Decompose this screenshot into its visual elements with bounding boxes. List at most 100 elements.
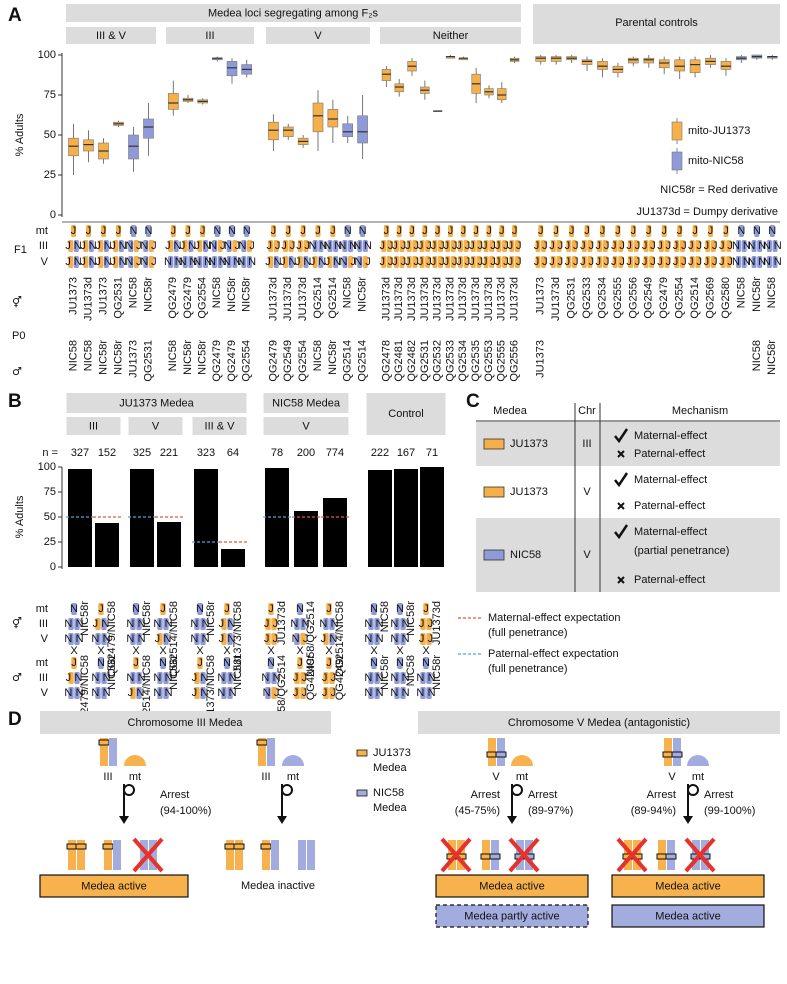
genotype-label: JJ (264, 633, 282, 645)
bar (221, 549, 245, 567)
table-row (476, 422, 780, 466)
cross-symbol: X (296, 645, 304, 657)
female-label: QG2555 (612, 277, 624, 319)
genotype-label: N (97, 657, 108, 669)
genotype-label: J (133, 657, 142, 669)
genotype-tile (227, 633, 233, 645)
genotype-tile (333, 240, 339, 252)
legend-label: Medea (373, 762, 408, 774)
genotype-tile (393, 256, 399, 268)
genotype-label: JJ (688, 256, 705, 268)
outcome-box (435, 904, 589, 928)
genotype-tile (448, 225, 453, 237)
genotype-tile (226, 256, 232, 268)
genotype-label: JJ (704, 256, 721, 268)
genotype-tile (232, 240, 238, 252)
title-bar (40, 711, 331, 734)
genotype-tile (618, 240, 624, 252)
genotype-tile (695, 256, 701, 268)
genotype-label: JN (65, 256, 84, 268)
genotype-tile (399, 256, 405, 268)
group-label: V (314, 30, 322, 42)
row-label: F1 (14, 244, 27, 256)
genotype-tile (412, 240, 418, 252)
genotype-label: JN (93, 618, 113, 630)
genotype-tile (157, 672, 163, 684)
group-label: Control (388, 408, 423, 420)
genotype-tile (406, 240, 412, 252)
genotype-label: JJ (419, 633, 437, 645)
genotype-tile (73, 256, 79, 268)
mitochondria (282, 755, 304, 766)
genotype-label: N (396, 657, 407, 669)
genotype-tile (323, 687, 329, 699)
arrow-head (277, 816, 287, 824)
genotype-label: N (396, 603, 407, 615)
genotype-tile (425, 256, 431, 268)
genotype-tile (661, 225, 667, 237)
chromosome-label: mt (516, 771, 528, 783)
genotype-label: JJ (456, 256, 473, 268)
genotype-label: NJ (239, 240, 258, 252)
genotype-tile (769, 225, 775, 237)
genotype-label: J (160, 603, 169, 615)
female-label: JU1373 (97, 277, 109, 315)
genotype-tile (297, 657, 303, 669)
genotype-tile (294, 618, 300, 630)
medea-locus (102, 843, 114, 850)
genotype-label: NN (208, 256, 230, 268)
female-label: NIC58r (356, 277, 368, 312)
female-label: NIC58r (751, 277, 763, 312)
arrest-x (616, 837, 648, 873)
genotype-tile (502, 256, 508, 268)
genotype-tile (383, 225, 389, 237)
female-label: JU1373d (483, 277, 495, 321)
chromosome-label: mt (129, 771, 141, 783)
genotype-label: NN (309, 240, 331, 252)
genotype-label: JN (280, 256, 299, 268)
genotype-label: J (116, 225, 124, 237)
genotype-tile (437, 256, 443, 268)
medea-locus (98, 739, 110, 746)
genotype-label: NN (364, 672, 386, 684)
subgroup-header (192, 417, 247, 435)
genotype-tile (368, 672, 374, 684)
genotype-label: JN (180, 240, 199, 252)
n-value: 222 (371, 447, 389, 459)
genotype-label: JJ (642, 240, 659, 252)
genotype-tile (630, 225, 636, 237)
genotype-tile (674, 256, 680, 268)
genotype-tile (458, 256, 464, 268)
genotype-tile (285, 225, 291, 237)
genotype-tile (425, 240, 431, 252)
table-cell: Maternal-effect (634, 430, 707, 442)
genotype-tile (101, 672, 107, 684)
female-label: QG2549 (643, 277, 655, 319)
genotype-label: J (692, 225, 700, 237)
table-cell: Maternal-effect (634, 526, 707, 538)
genotype-tile (426, 633, 432, 645)
genotype-tile (131, 225, 136, 237)
genotype-tile (160, 657, 166, 669)
genotype-tile (514, 240, 520, 252)
genotype-label: J (486, 225, 494, 237)
legend-label: (full penetrance) (488, 627, 568, 639)
parent-label: QG4249r (334, 655, 346, 701)
genotype-tile (312, 256, 318, 268)
genotype-tile (550, 240, 556, 252)
arrow-head (683, 816, 693, 824)
genotype-label: JJ (580, 240, 597, 252)
genotype-label: JJ (482, 256, 499, 268)
genotype-tile (288, 256, 294, 268)
panel-label: C (466, 391, 480, 412)
legend-label: NIC58 (373, 787, 404, 799)
genotype-label: JN (310, 256, 329, 268)
genotype-label: NJ (354, 256, 373, 268)
genotype-tile (489, 256, 495, 268)
genotype-label: JN (110, 240, 129, 252)
cross-symbol: X (223, 645, 231, 657)
genotype-tile (68, 672, 74, 684)
genotype-tile (556, 240, 562, 252)
genotype-label: N (737, 225, 748, 237)
